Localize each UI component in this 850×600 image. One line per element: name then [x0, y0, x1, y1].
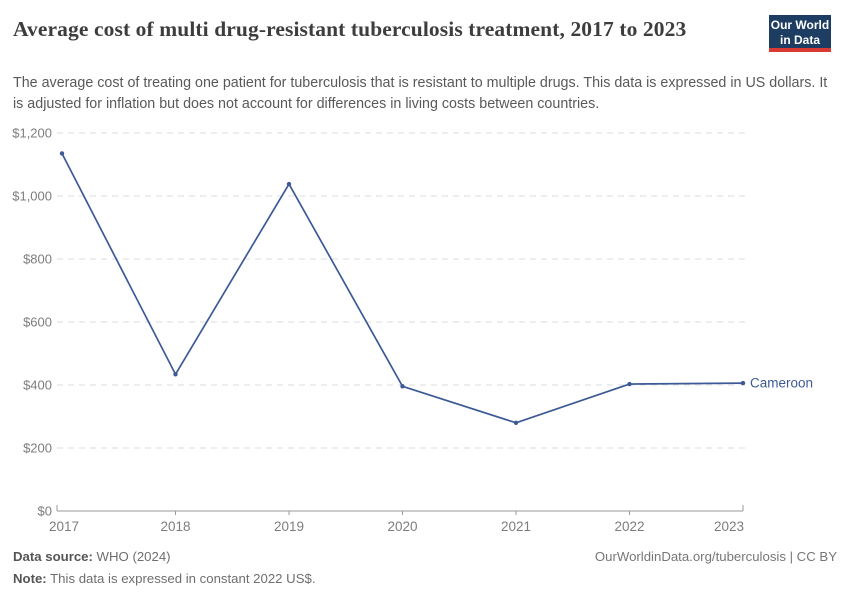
data-point-marker	[173, 372, 178, 377]
data-point-marker	[740, 380, 746, 386]
x-axis-tick-label: 2018	[160, 519, 190, 534]
owid-logo-line1: Our World	[770, 18, 830, 32]
y-axis-tick-label: $1,000	[12, 189, 52, 204]
y-axis-tick-label: $400	[23, 378, 52, 393]
series-end-label: Cameroon	[750, 376, 813, 391]
y-axis-tick-label: $1,200	[12, 126, 52, 141]
data-point-marker	[627, 381, 632, 387]
owid-logo-line2: in Data	[779, 32, 820, 47]
x-axis-tick-label: 2020	[387, 519, 417, 534]
x-axis-tick-label: 2022	[614, 519, 644, 534]
note-value: This data is expressed in constant 2022 …	[46, 571, 316, 586]
data-source-value: WHO (2024)	[92, 549, 171, 564]
data-point-marker	[59, 151, 65, 156]
owid-logo[interactable]: Our World in Data	[769, 15, 831, 52]
data-point-marker	[513, 420, 519, 425]
y-axis-tick-label: $600	[23, 315, 52, 330]
y-axis-tick-label: $200	[23, 441, 52, 456]
page-title: Average cost of multi drug-resistant tub…	[13, 17, 687, 41]
x-axis-tick-label: 2021	[501, 519, 531, 534]
note-text: Note: This data is expressed in constant…	[13, 571, 316, 586]
chart-subtitle: The average cost of treating one patient…	[13, 75, 828, 112]
x-axis-tick-label: 2019	[274, 519, 304, 534]
series-line-cameroon[interactable]	[61, 152, 744, 424]
note-label: Note:	[13, 571, 47, 586]
data-point-marker	[286, 181, 292, 187]
owid-url-link[interactable]: OurWorldinData.org/tuberculosis | CC BY	[594, 549, 837, 564]
chart-footer: Data source: WHO (2024) OurWorldinData.o…	[13, 546, 837, 590]
x-axis-tick-label: 2023	[714, 519, 744, 534]
data-point-marker	[400, 384, 405, 389]
data-source-label: Data source:	[13, 549, 93, 564]
y-axis-tick-label: $0	[38, 504, 52, 519]
data-source-text: Data source: WHO (2024)	[13, 546, 171, 568]
x-axis-tick-label: 2017	[49, 519, 79, 534]
y-axis-tick-label: $800	[23, 252, 52, 267]
